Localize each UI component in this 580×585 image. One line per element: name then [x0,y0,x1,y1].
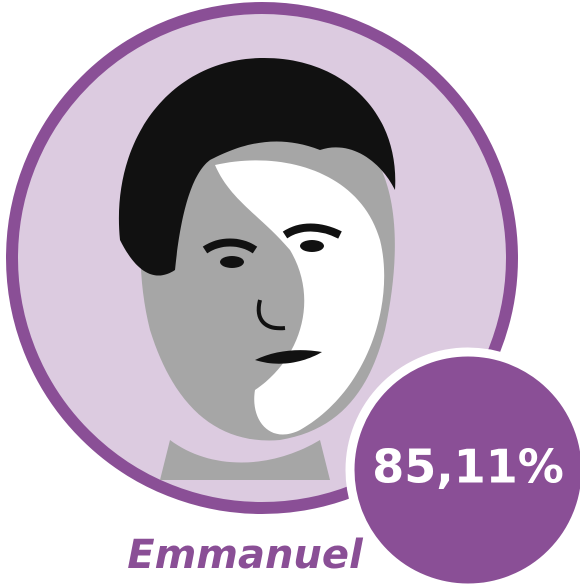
candidate-name: Emmanuel [127,532,364,578]
infographic: 85,11% Emmanuel [0,0,580,585]
page: 85,11% Emmanuel (() => { const data = JS… [0,0,580,585]
score: 85,11% [372,440,564,494]
